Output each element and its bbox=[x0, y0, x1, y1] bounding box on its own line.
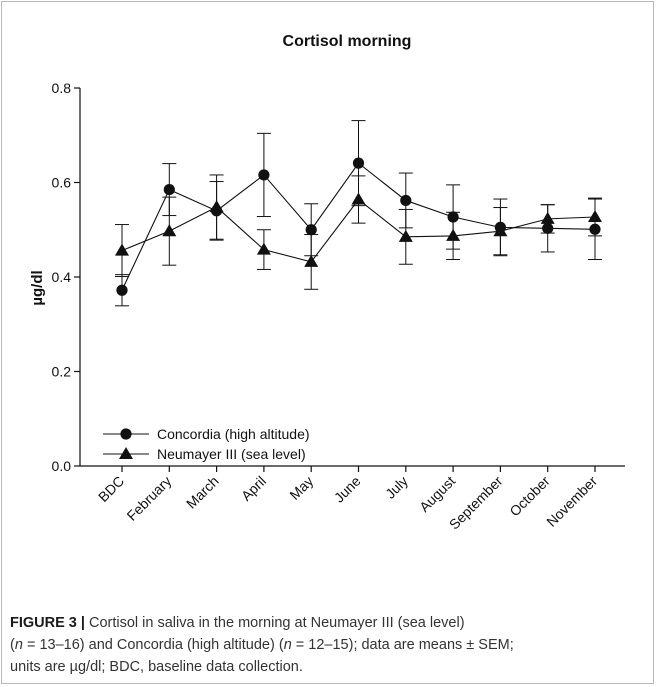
data-point bbox=[258, 169, 270, 181]
cortisol-chart: Cortisol morning µg/dl 0.0 0.2 0.4 0.6 0.8 BD… bbox=[29, 33, 625, 533]
caption-line-2: (n = 13–16) and Concordia (high altitude… bbox=[10, 634, 650, 656]
caption-text-2b: = 13–16) and Concordia (high altitude) ( bbox=[22, 637, 284, 653]
caption-text-2c: = 12–15); data are means ± SEM; bbox=[291, 637, 514, 653]
data-point bbox=[400, 194, 412, 207]
data-point bbox=[351, 192, 366, 205]
figure-caption: FIGURE 3 | Cortisol in saliva in the mor… bbox=[10, 612, 650, 678]
legend-label: Neumayer III (sea level) bbox=[157, 446, 306, 462]
data-point bbox=[209, 200, 224, 213]
data-point bbox=[540, 211, 555, 224]
data-point bbox=[304, 254, 319, 267]
legend-marker bbox=[120, 428, 132, 440]
data-point bbox=[493, 224, 508, 237]
caption-text-1: Cortisol in saliva in the morning at Neu… bbox=[84, 615, 465, 631]
figure-label: FIGURE 3 | bbox=[10, 615, 85, 631]
data-point bbox=[305, 224, 317, 236]
x-tick-label: June bbox=[331, 473, 364, 506]
y-tick-label: 0.4 bbox=[52, 269, 72, 285]
legend: Concordia (high altitude) Neumayer III (s… bbox=[103, 426, 310, 462]
legend-label: Concordia (high altitude) bbox=[157, 426, 310, 442]
caption-text-2a: ( bbox=[10, 637, 15, 653]
x-tick-label: July bbox=[382, 473, 411, 502]
data-point bbox=[115, 243, 129, 256]
caption-line-1: FIGURE 3 | Cortisol in saliva in the mor… bbox=[10, 612, 650, 634]
caption-n-1: n bbox=[14, 637, 23, 653]
y-tick-label: 0.0 bbox=[52, 458, 72, 474]
data-point bbox=[398, 229, 413, 242]
x-tick-label: February bbox=[123, 473, 174, 524]
data-point bbox=[588, 209, 602, 223]
legend-marker bbox=[119, 447, 133, 460]
x-tick-label: October bbox=[506, 473, 553, 520]
x-tick-label: August bbox=[416, 473, 458, 515]
data-point bbox=[352, 157, 365, 169]
caption-n-2: n bbox=[283, 637, 292, 653]
chart-title: Cortisol morning bbox=[283, 33, 412, 50]
series-triangle bbox=[115, 174, 602, 290]
data-point bbox=[446, 228, 461, 241]
x-tick-label: April bbox=[238, 473, 269, 504]
data-point bbox=[162, 224, 177, 237]
y-tick-label: 0.8 bbox=[52, 80, 72, 96]
x-tick-label: May bbox=[286, 473, 316, 503]
y-tick-label: 0.6 bbox=[52, 175, 72, 191]
y-tick-label: 0.2 bbox=[52, 364, 72, 380]
data-series bbox=[115, 120, 602, 307]
x-tick-label: March bbox=[183, 473, 222, 512]
x-tick-label: November bbox=[543, 473, 600, 530]
data-point bbox=[116, 284, 128, 296]
caption-line-3: units are µg/dl; BDC, baseline data coll… bbox=[10, 659, 303, 675]
y-axis-label: µg/dl bbox=[29, 270, 46, 305]
x-tick-label: BDC bbox=[95, 473, 127, 505]
data-point bbox=[163, 183, 175, 196]
data-point bbox=[256, 242, 271, 255]
